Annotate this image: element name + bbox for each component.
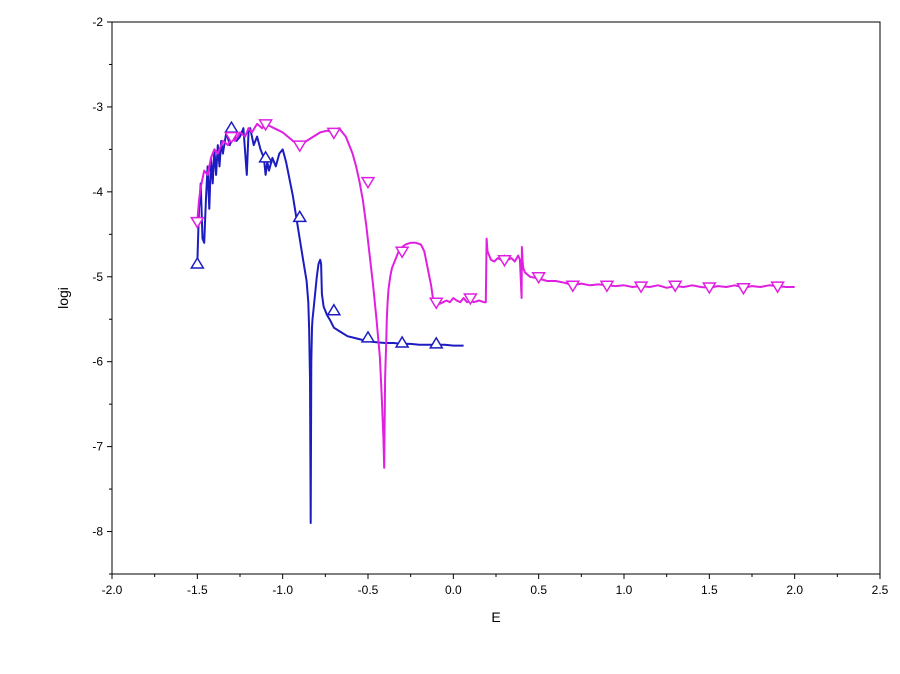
series-marker [292, 209, 308, 223]
y-axis-ticks: -8 -7 -6 -5 -4 -3 -2 [92, 15, 112, 575]
y-tick-label: -6 [92, 355, 103, 369]
series-marker [326, 127, 342, 140]
series-marker [292, 140, 308, 153]
x-tick-label: 0.5 [530, 583, 547, 597]
x-tick-label: -0.5 [358, 583, 379, 597]
y-tick-label: -4 [92, 185, 103, 199]
series-marker [394, 335, 410, 348]
series-marker [326, 303, 342, 316]
x-tick-label: 0.0 [445, 583, 462, 597]
x-axis-ticks: -2.0 -1.5 -1.0 -0.5 0.0 0.5 1.0 1.5 2.0 2.5 [102, 574, 889, 597]
series-marker [770, 281, 785, 294]
series-marker [428, 297, 444, 310]
series-marker [667, 280, 683, 293]
y-tick-label: -3 [92, 100, 103, 114]
series-marker [258, 119, 273, 132]
series-marker [633, 281, 649, 294]
series-marker [360, 176, 376, 190]
plot-frame [111, 21, 881, 575]
series-marker [463, 293, 478, 306]
series-marker [702, 282, 717, 295]
y-axis-label: logi [55, 287, 71, 309]
x-tick-label: -1.0 [272, 583, 293, 597]
series-line [196, 122, 795, 469]
series-marker [224, 120, 239, 133]
series-marker [565, 280, 581, 293]
x-tick-label: 2.5 [872, 583, 889, 597]
x-tick-label: -2.0 [102, 583, 123, 597]
series-marker [394, 246, 410, 259]
series-marker [360, 330, 376, 343]
series-marker [736, 283, 751, 296]
series-layer [190, 119, 795, 524]
y-tick-label: -5 [92, 270, 103, 284]
x-tick-label: 1.5 [701, 583, 718, 597]
series-marker [531, 272, 546, 285]
y-tick-label: -2 [92, 15, 103, 29]
x-tick-label: 1.0 [616, 583, 633, 597]
series-marker [190, 256, 205, 269]
series-marker [224, 131, 239, 145]
series-marker [599, 280, 615, 293]
x-axis-label: E [491, 609, 500, 625]
x-tick-label: 2.0 [786, 583, 803, 597]
series-marker [258, 150, 273, 163]
series-marker [190, 216, 205, 230]
y-tick-label: -8 [92, 525, 103, 539]
series-marker [497, 255, 512, 268]
x-tick-label: -1.5 [187, 583, 208, 597]
series-1 [190, 120, 464, 524]
y-tick-label: -7 [92, 440, 103, 454]
series-2 [190, 119, 795, 469]
series-line [196, 127, 464, 524]
series-marker [428, 336, 444, 349]
